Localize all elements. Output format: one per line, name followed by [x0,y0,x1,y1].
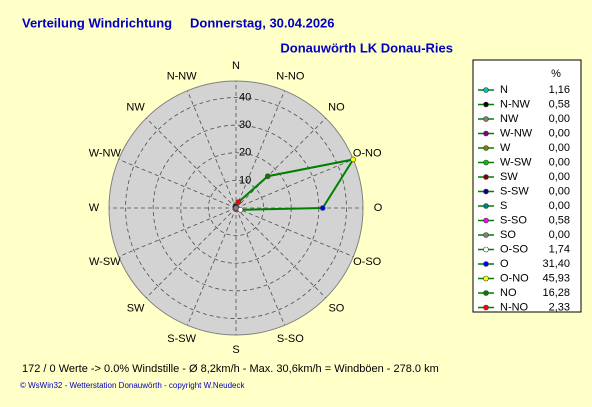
direction-label: O [374,202,383,214]
legend-value: 0,00 [549,185,570,197]
legend-label: NO [500,287,517,299]
direction-label: W-NW [89,148,122,160]
data-point [319,205,326,211]
legend-marker [483,304,489,311]
legend-value: 1,74 [549,243,570,255]
r-tick-label: 30 [239,119,251,131]
direction-label: N [232,60,240,72]
legend-marker [483,188,489,195]
r-tick-label: 10 [239,174,251,186]
spoke [235,207,327,299]
legend-label: O-SO [500,243,529,255]
direction-label: SO [328,302,344,314]
legend-label: SW [500,171,518,183]
credit-note: © WsWin32 - Wetterstation Donauwörth - c… [20,381,245,390]
direction-label: N-NW [167,71,198,83]
legend-marker [483,116,489,122]
data-point [350,156,356,163]
legend-value: 0,00 [549,113,570,125]
legend-marker [483,101,489,108]
legend-label: SO [500,229,516,241]
legend-marker [483,159,489,166]
legend-marker [483,275,489,282]
legend-label: W-SW [500,156,532,168]
direction-label: O-NO [353,148,382,160]
legend-marker [483,290,489,296]
direction-label: S-SW [167,333,196,345]
legend-label: W [500,142,511,154]
legend-value: 0,00 [549,229,570,241]
chart-date: Donnerstag, 30.04.2026 [190,15,335,30]
legend-label: O-NO [500,272,529,284]
legend-label: S-SO [500,214,527,226]
legend-marker [483,217,489,224]
data-point [237,207,244,213]
chart-subtitle: Donauwörth LK Donau-Ries [280,40,453,55]
legend-value: 0,58 [549,214,570,226]
legend-label: S-SW [500,185,529,197]
direction-label: S [232,344,239,356]
direction-label: N-NO [276,71,305,83]
legend-marker [483,130,489,137]
legend-label: O [500,258,509,270]
footer-note: 172 / 0 Werte -> 0.0% Windstille - Ø 8,2… [22,363,439,375]
legend-marker [483,145,489,151]
direction-label: W [89,202,100,214]
legend-marker [483,203,489,209]
legend-label: N-NW [500,98,531,110]
legend-label: NW [500,113,519,125]
legend-value: 45,93 [542,272,570,284]
legend-marker [483,174,489,180]
legend-label: W-NW [500,127,533,139]
legend-value: 0,00 [549,142,570,154]
spoke [118,207,237,257]
legend-label: N-NO [500,301,529,313]
legend-value: 0,00 [549,171,570,183]
legend-marker [483,246,489,253]
legend-marker [483,261,489,267]
legend-marker [483,87,489,93]
chart-title: Verteilung Windrichtung [22,15,172,30]
spoke [187,207,237,326]
spoke [145,117,237,209]
legend-value: 0,00 [549,156,570,168]
data-point [264,173,271,180]
direction-label: S-SO [277,333,304,345]
legend-header: % [551,68,561,80]
legend-label: S [500,200,507,212]
direction-label: W-SW [89,256,121,268]
r-tick-label: 20 [239,147,251,159]
spoke [235,207,285,326]
spoke [235,90,285,209]
grid-circle [125,97,347,319]
data-point [235,199,242,205]
r-tick-label: 40 [239,91,251,103]
legend-value: 0,00 [549,200,570,212]
spoke [235,207,354,257]
spoke [235,159,354,209]
direction-label: O-SO [353,256,382,268]
legend-value: 0,58 [549,98,570,110]
spoke [145,207,237,299]
legend-label: N [500,84,508,96]
legend-value: 0,00 [549,127,570,139]
legend-value: 2,33 [549,301,570,313]
spoke [187,90,237,209]
legend-marker [483,232,489,238]
direction-label: SW [127,302,145,314]
legend-value: 16,28 [542,287,570,299]
legend-value: 31,40 [542,258,570,270]
legend-value: 1,16 [549,84,570,96]
grid-circle [207,179,265,237]
spoke [118,159,237,209]
direction-label: NO [328,101,345,113]
direction-label: NW [126,101,145,113]
legend-box [472,59,582,313]
spoke [235,117,327,209]
